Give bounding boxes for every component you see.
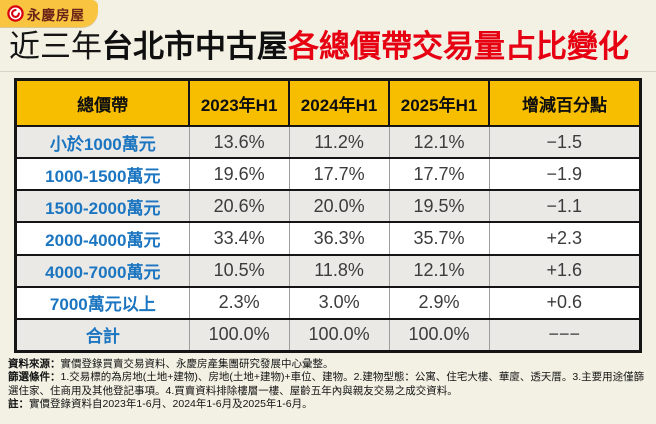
cell-2025: 12.1% [389, 254, 490, 288]
column-header-price-band: 總價帶 [14, 78, 191, 127]
cell-2024: 3.0% [289, 286, 390, 320]
cell-2025: 17.7% [389, 158, 490, 192]
row-label: 2000-4000萬元 [15, 222, 190, 256]
page-title: 近三年台北市中古屋各總價帶交易量占比變化 [9, 26, 629, 68]
footnote-filter-label: 篩選條件： [8, 371, 61, 384]
title-highlight: 各總價帶交易量占比變化 [288, 29, 629, 64]
row-label: 小於1000萬元 [15, 126, 190, 160]
footnote-source: 資料來源：實價登錄買賣交易資料、永慶房產集團研究發展中心彙整。 [8, 358, 650, 371]
cell-change: −−− [489, 318, 641, 352]
cell-2024: 11.2% [289, 126, 390, 160]
cell-2024: 17.7% [289, 158, 390, 192]
column-header-2025h1: 2025年H1 [388, 78, 491, 127]
cell-change: −1.5 [489, 126, 641, 160]
row-label: 1500-2000萬元 [15, 190, 190, 224]
footnote-note: 註：實價登錄資料自2023年1-6月、2024年1-6月及2025年1-6月。 [8, 398, 650, 411]
cell-2023: 2.3% [189, 286, 290, 320]
cell-2023: 10.5% [189, 254, 290, 288]
title-subject: 台北市中古屋 [102, 29, 288, 64]
cell-change: −1.9 [489, 158, 641, 192]
column-header-2024h1: 2024年H1 [288, 78, 391, 127]
table-row-total: 合計 100.0% 100.0% 100.0% −−− [15, 318, 641, 352]
yungching-swirl-icon [7, 5, 24, 22]
row-label: 7000萬元以上 [15, 286, 190, 320]
cell-2024: 100.0% [289, 318, 390, 352]
row-label: 1000-1500萬元 [15, 158, 190, 192]
cell-2025: 35.7% [389, 222, 490, 256]
title-prefix: 近三年 [9, 29, 102, 64]
column-header-2023h1: 2023年H1 [188, 78, 291, 127]
footnote-note-label: 註： [8, 398, 29, 411]
cell-change: −1.1 [489, 190, 641, 224]
cell-2025: 2.9% [389, 286, 490, 320]
table-row: 4000-7000萬元 10.5% 11.8% 12.1% +1.6 [15, 254, 641, 288]
cell-2023: 100.0% [189, 318, 290, 352]
table-row: 7000萬元以上 2.3% 3.0% 2.9% +0.6 [15, 286, 641, 320]
footnote-source-label: 資料來源： [8, 358, 61, 370]
cell-2023: 19.6% [189, 158, 290, 192]
cell-2025: 12.1% [389, 126, 490, 160]
cell-2024: 11.8% [289, 254, 390, 288]
yungching-logo: 永慶房屋 [0, 0, 98, 27]
footnotes: 資料來源：實價登錄買賣交易資料、永慶房產集團研究發展中心彙整。 篩選條件：1.交… [8, 358, 650, 412]
cell-2024: 20.0% [289, 190, 390, 224]
logo-text: 永慶房屋 [27, 7, 85, 23]
title-divider [0, 71, 656, 72]
cell-change: +2.3 [489, 222, 641, 256]
cell-2023: 20.6% [189, 190, 290, 224]
row-label: 4000-7000萬元 [15, 254, 190, 288]
table-row: 1000-1500萬元 19.6% 17.7% 17.7% −1.9 [15, 158, 641, 192]
cell-change: +0.6 [489, 286, 641, 320]
cell-2024: 36.3% [289, 222, 390, 256]
footnote-note-text: 實價登錄資料自2023年1-6月、2024年1-6月及2025年1-6月。 [29, 398, 313, 411]
cell-2023: 13.6% [189, 126, 290, 160]
price-band-table: 總價帶 2023年H1 2024年H1 2025年H1 增減百分點 小於1000… [14, 78, 642, 353]
cell-2025: 19.5% [389, 190, 490, 224]
footnote-source-text: 實價登錄買賣交易資料、永慶房產集團研究發展中心彙整。 [60, 358, 334, 370]
table-header-row: 總價帶 2023年H1 2024年H1 2025年H1 增減百分點 [14, 78, 642, 127]
footnote-filter: 篩選條件：1.交易標的為房地(土地+建物)、房地(土地+建物)+車位、建物。2.… [8, 371, 650, 398]
cell-2023: 33.4% [189, 222, 290, 256]
table-row: 小於1000萬元 13.6% 11.2% 12.1% −1.5 [15, 126, 641, 160]
column-header-change: 增減百分點 [488, 78, 642, 127]
cell-change: +1.6 [489, 254, 641, 288]
table-row: 1500-2000萬元 20.6% 20.0% 19.5% −1.1 [15, 190, 641, 224]
table-row: 2000-4000萬元 33.4% 36.3% 35.7% +2.3 [15, 222, 641, 256]
footnote-filter-text: 1.交易標的為房地(土地+建物)、房地(土地+建物)+車位、建物。2.建物型態：… [8, 371, 645, 397]
row-label-total: 合計 [15, 318, 190, 352]
cell-2025: 100.0% [389, 318, 490, 352]
